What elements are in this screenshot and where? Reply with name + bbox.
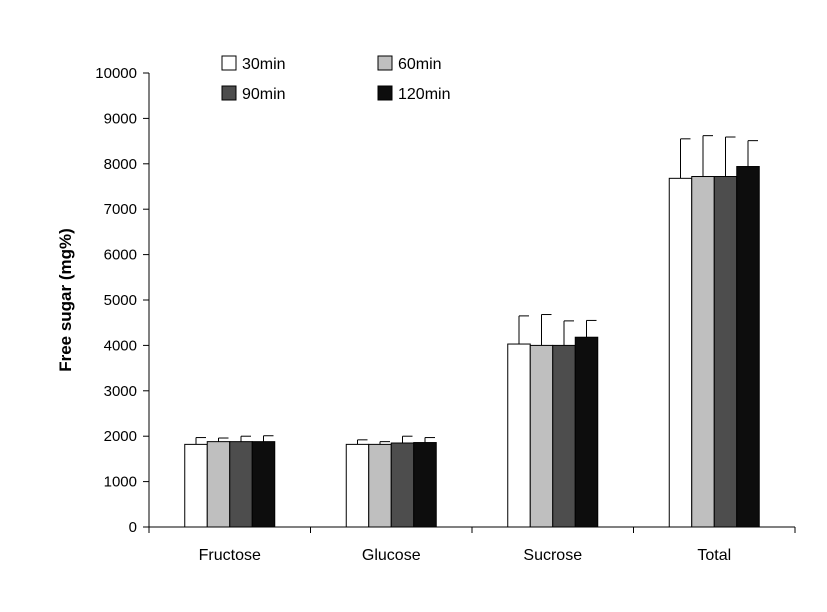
bar [368,443,392,528]
y-tick-label: 3000 [104,383,137,400]
y-tick-label: 4000 [104,337,137,354]
legend-swatch [377,55,393,71]
y-tick-label: 5000 [104,292,137,309]
bar [184,443,208,528]
y-tick-label: 2000 [104,428,137,445]
bar [668,177,693,528]
y-tick-label: 1000 [104,474,137,491]
bar [574,336,599,528]
x-tick-label: Total [697,547,731,564]
bar [251,441,276,528]
bar [691,176,715,528]
x-tick-label: Sucrose [523,547,582,564]
legend-swatch [377,85,393,101]
bar [413,442,437,528]
y-tick-label: 6000 [104,247,137,264]
bar [529,344,554,528]
y-tick-label: 0 [129,519,137,536]
y-axis-label: Free sugar (mg%) [56,228,75,372]
legend-label: 120min [398,86,450,103]
legend-swatch [221,55,237,71]
x-axis: Fructose Glucose Sucrose Total [148,526,796,564]
y-tick-label: 8000 [104,156,137,173]
bar [206,441,231,528]
x-tick-label: Fructose [199,547,261,564]
bar [507,343,531,528]
y-tick-label: 9000 [104,110,137,127]
legend-swatch [221,85,237,101]
bar [229,441,253,528]
x-tick-label: Glucose [362,547,421,564]
y-axis: 0 1000 2000 3000 4000 5000 6000 7000 8000 9000 100… [95,65,150,536]
bar [345,443,370,528]
legend-label: 90min [242,86,286,103]
legend-label: 30min [242,56,286,73]
bars [184,135,760,528]
legend: 30min 60min 90min 120min [221,55,450,103]
bar [713,176,738,528]
bar [390,442,415,528]
y-tick-label: 7000 [104,201,137,218]
y-tick-label: 10000 [95,65,137,82]
bar [736,166,760,528]
legend-label: 60min [398,56,442,73]
bar [552,344,576,528]
